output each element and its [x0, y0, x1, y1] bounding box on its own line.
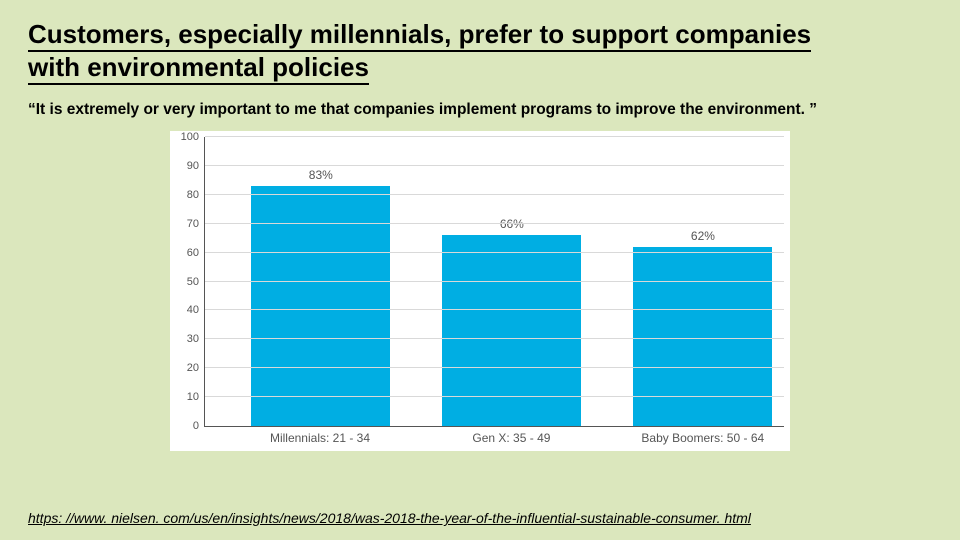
chart-y-tick-label: 70 — [187, 218, 199, 230]
chart-gridline — [205, 338, 784, 339]
chart-gridline — [205, 281, 784, 282]
chart-gridline — [205, 136, 784, 137]
chart-plot-area: 83%66%62% 0102030405060708090100 — [204, 137, 784, 427]
chart-y-tick-label: 10 — [187, 391, 199, 403]
chart-y-tick-label: 20 — [187, 362, 199, 374]
chart-y-tick-label: 40 — [187, 304, 199, 316]
slide-root: Customers, especially millennials, prefe… — [0, 0, 960, 540]
chart-x-tick-label: Baby Boomers: 50 - 64 — [641, 431, 764, 445]
chart-y-tick-label: 80 — [187, 189, 199, 201]
chart-gridline — [205, 367, 784, 368]
chart-y-tick-label: 50 — [187, 276, 199, 288]
chart-y-tick-label: 100 — [181, 131, 199, 143]
chart-gridline — [205, 194, 784, 195]
chart-y-tick-label: 30 — [187, 333, 199, 345]
title-line-1: Customers, especially millennials, prefe… — [28, 19, 811, 52]
source-link[interactable]: https: //www. nielsen. com/us/en/insight… — [28, 510, 751, 526]
chart-gridline — [205, 396, 784, 397]
chart-bar: 66% — [442, 235, 581, 426]
title-line-2: with environmental policies — [28, 52, 369, 85]
chart-y-tick-label: 60 — [187, 247, 199, 259]
chart-y-tick-label: 0 — [193, 420, 199, 432]
slide-subtitle: “It is extremely or very important to me… — [28, 101, 932, 119]
chart-gridline — [205, 252, 784, 253]
chart-x-tick-label: Gen X: 35 - 49 — [472, 431, 550, 445]
chart-gridline — [205, 223, 784, 224]
chart-y-tick-label: 90 — [187, 160, 199, 172]
chart-bar-value-label: 66% — [500, 217, 524, 231]
chart-x-tick-label: Millennials: 21 - 34 — [270, 431, 370, 445]
chart-gridline — [205, 309, 784, 310]
chart-bar-value-label: 83% — [309, 168, 333, 182]
slide-title: Customers, especially millennials, prefe… — [28, 18, 932, 83]
chart-x-labels: Millennials: 21 - 34 Gen X: 35 - 49 Baby B… — [204, 427, 784, 451]
bar-chart: 83% 66% 62% 0 10 20 30 40 50 60 70 80 90 100 Millenn… — [170, 131, 790, 451]
chart-gridline — [205, 165, 784, 166]
chart-bars-layer: 83% 66% 62% — [205, 137, 784, 426]
chart-bar: 62% — [633, 247, 772, 426]
chart-bar-value-label: 62% — [691, 229, 715, 243]
